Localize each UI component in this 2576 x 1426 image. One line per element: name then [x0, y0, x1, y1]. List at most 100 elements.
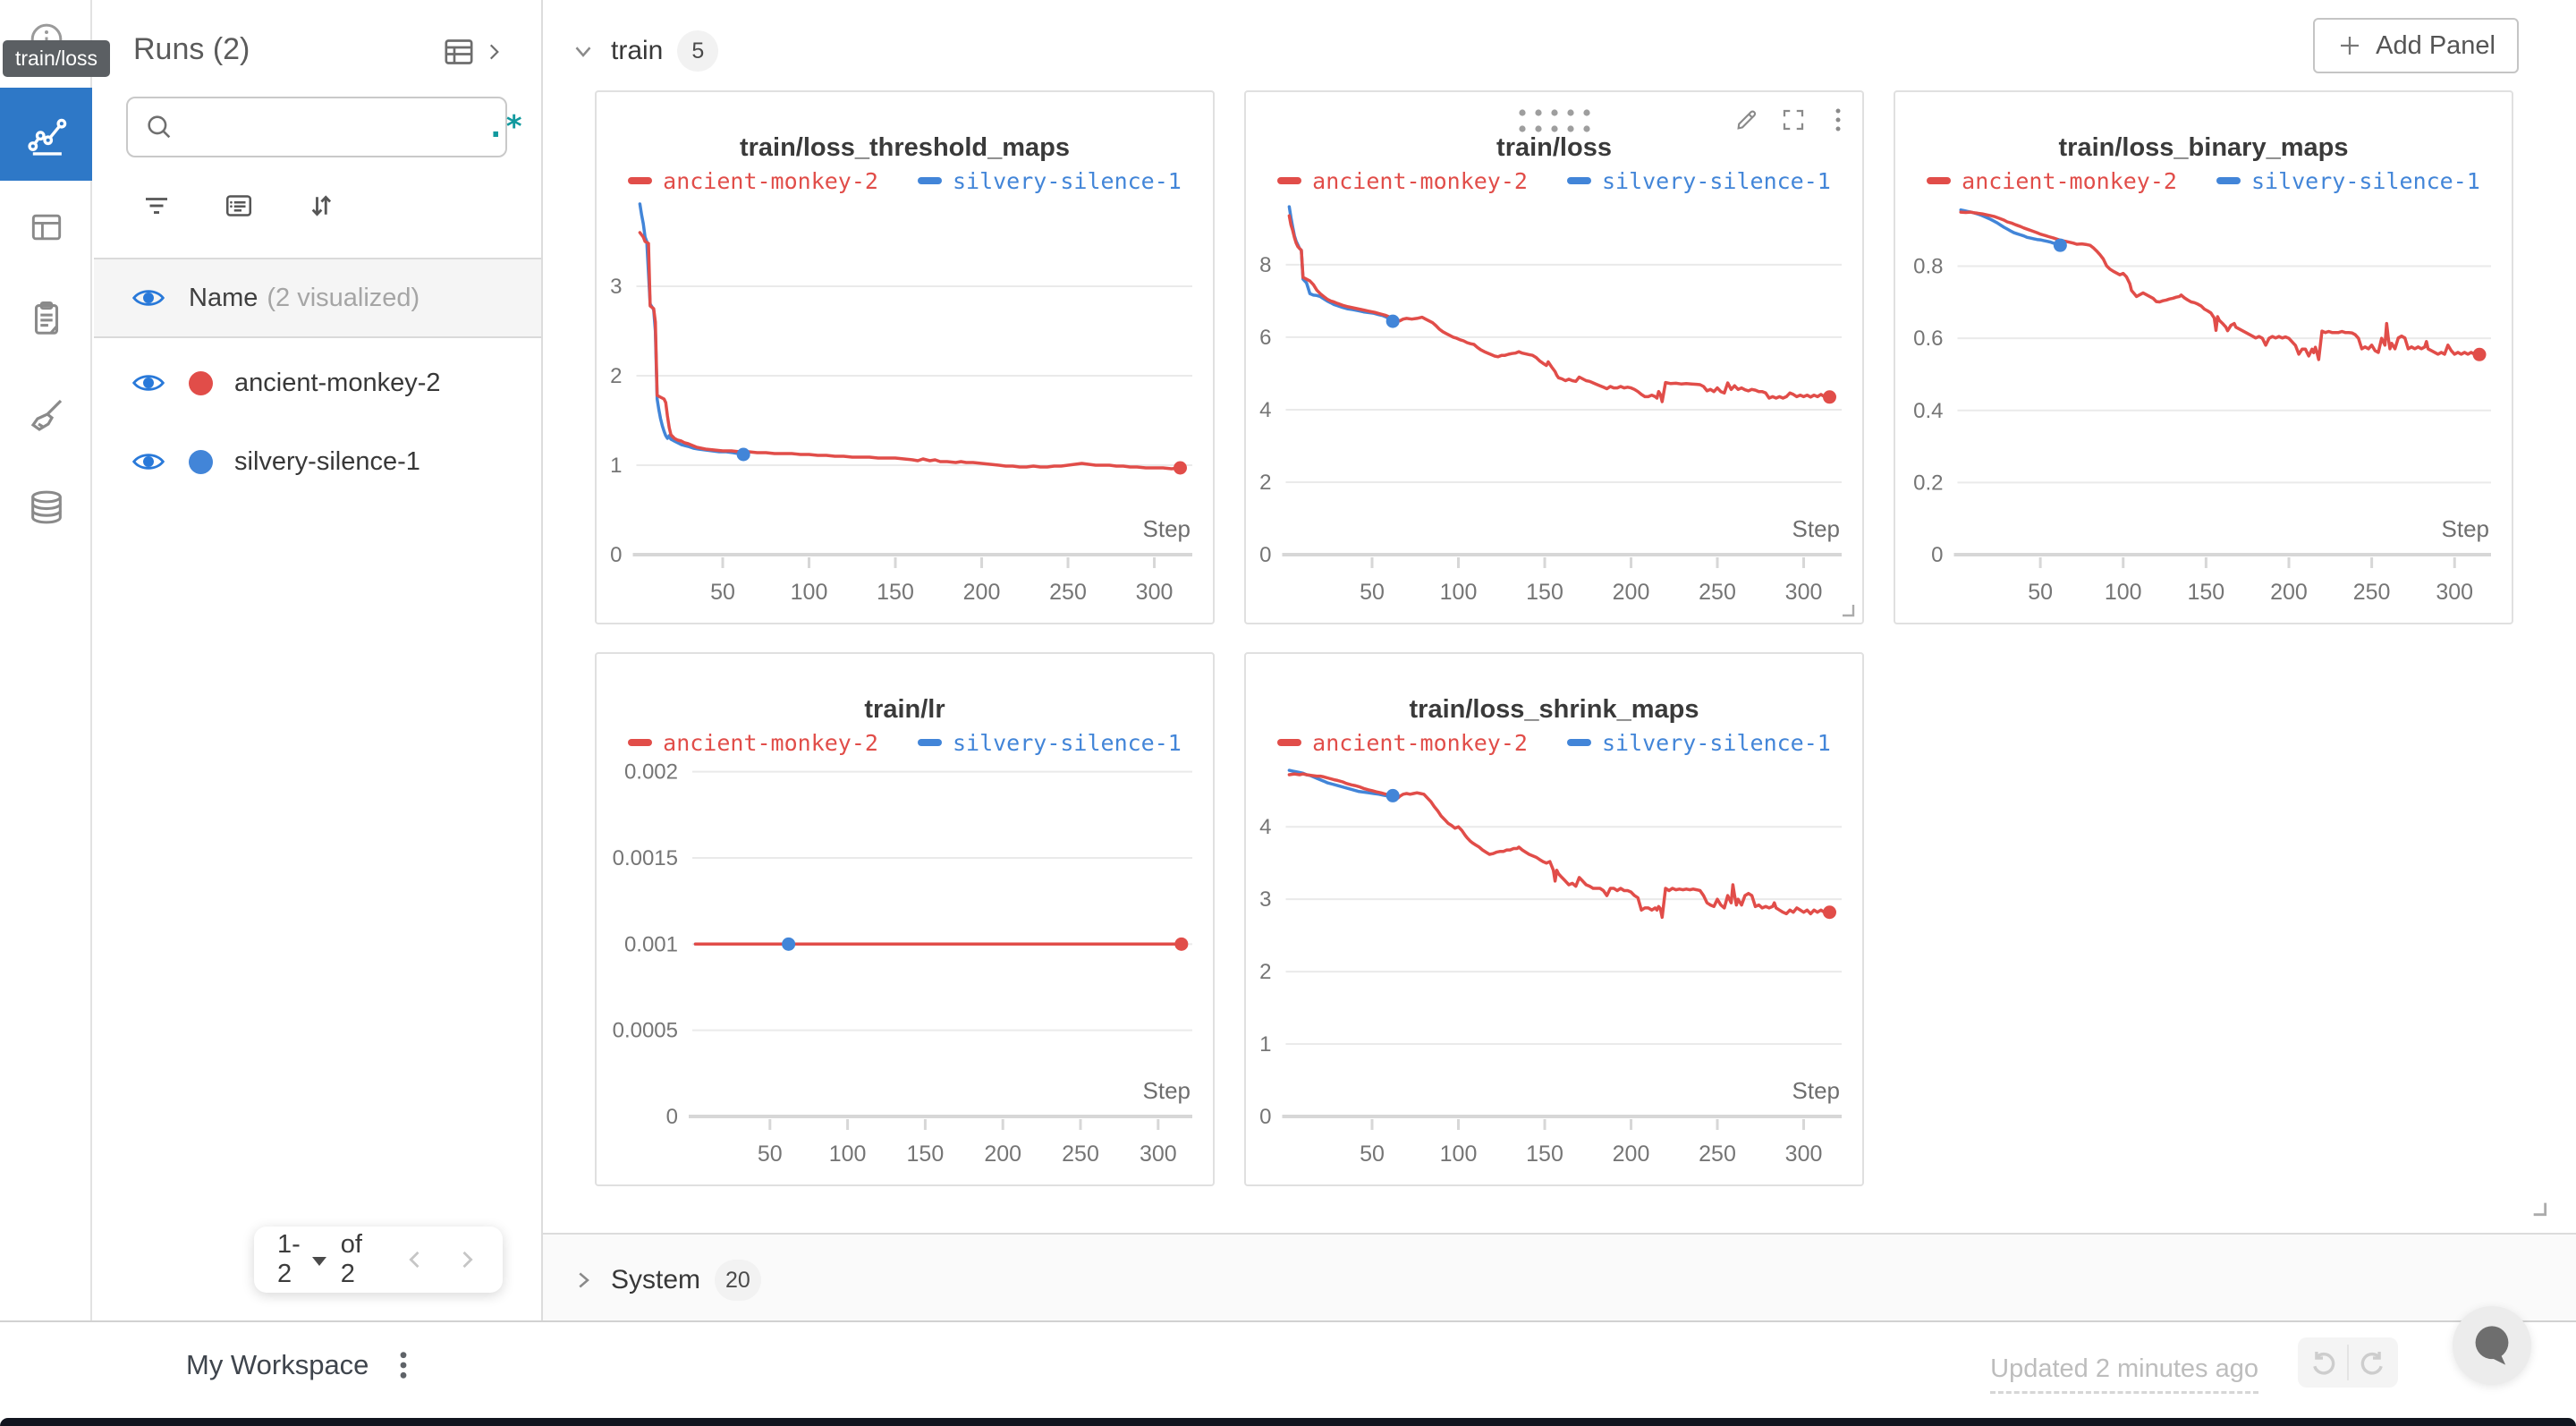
svg-text:150: 150 — [1526, 580, 1563, 605]
page-size-caret-icon[interactable] — [311, 1257, 326, 1266]
panel-drag-handle-icon[interactable] — [1513, 103, 1596, 139]
fullscreen-icon[interactable] — [1780, 106, 1807, 133]
next-page-icon[interactable] — [454, 1247, 479, 1272]
legend-run-name: silvery-silence-1 — [952, 729, 1182, 756]
section-label[interactable]: train — [611, 36, 664, 65]
edit-panel-pencil-icon[interactable] — [1733, 106, 1760, 133]
run-list-header[interactable]: Name (2 visualized) — [94, 259, 541, 338]
legend-swatch — [1277, 739, 1302, 746]
last-updated-text[interactable]: Updated 2 minutes ago — [1990, 1354, 2258, 1394]
run-name[interactable]: silvery-silence-1 — [234, 446, 420, 476]
sidebar-item-logs[interactable] — [0, 297, 92, 338]
svg-text:Step: Step — [1792, 1077, 1841, 1104]
visibility-eye-icon[interactable] — [131, 285, 165, 310]
chart-panel[interactable]: train/lr ancient-monkey-2 silvery-silence… — [595, 652, 1215, 1186]
legend-swatch — [1927, 177, 1952, 184]
legend-swatch — [628, 739, 653, 746]
chat-support-button[interactable] — [2453, 1306, 2531, 1385]
legend-swatch — [917, 739, 942, 746]
visibility-eye-icon[interactable] — [131, 449, 165, 474]
chart-title: train/lr — [864, 695, 945, 724]
svg-text:250: 250 — [1049, 580, 1087, 605]
line-chart[interactable]: 0 0.2 0.4 0.6 0.8 50 100 150 200 250 300 Step — [1895, 191, 2512, 615]
legend-item[interactable]: silvery-silence-1 — [917, 729, 1182, 756]
workspace-menu-kebab-icon[interactable] — [392, 1350, 415, 1380]
section-label[interactable]: System — [611, 1265, 701, 1294]
panel-resize-handle[interactable] — [1835, 598, 1857, 619]
search-icon — [144, 112, 174, 142]
prev-page-icon[interactable] — [402, 1247, 428, 1272]
chevron-right-icon[interactable] — [570, 1267, 597, 1294]
name-column-label: Name — [189, 283, 258, 312]
train-section-header[interactable]: train 5 Add Panel — [543, 0, 2576, 90]
page-range[interactable]: 1-2 — [277, 1230, 301, 1288]
regex-toggle[interactable]: .* — [487, 109, 523, 145]
chart-panel[interactable]: train/loss_threshold_maps ancient-monkey… — [595, 90, 1215, 624]
line-chart[interactable]: 0 1 2 3 50 100 150 200 250 300 Step — [597, 191, 1214, 615]
legend-item[interactable]: ancient-monkey-2 — [1277, 730, 1528, 756]
sort-icon[interactable] — [305, 190, 337, 222]
run-search-box[interactable]: .* — [126, 97, 523, 157]
sidebar-item-artifacts[interactable] — [0, 487, 92, 528]
filter-icon[interactable] — [140, 190, 173, 222]
legend-item[interactable]: ancient-monkey-2 — [1927, 168, 2177, 194]
sidebar-item-charts[interactable] — [0, 88, 92, 181]
workspace-title[interactable]: My Workspace — [186, 1349, 369, 1380]
chart-panel[interactable]: train/loss_binary_maps ancient-monkey-2 s… — [1894, 90, 2513, 624]
legend-item[interactable]: silvery-silence-1 — [1566, 729, 1831, 756]
chart-legend: ancient-monkey-2 silvery-silence-1 — [1246, 166, 1862, 196]
legend-item[interactable]: ancient-monkey-2 — [628, 730, 878, 756]
panel-menu-kebab-icon[interactable] — [1826, 106, 1850, 133]
line-chart[interactable]: 0 1 2 3 4 50 100 150 200 250 300 Step — [1246, 752, 1863, 1177]
run-color-dot — [189, 370, 213, 395]
svg-text:200: 200 — [984, 1142, 1021, 1167]
run-color-dot — [189, 449, 213, 474]
line-chart[interactable]: 0 2 4 6 8 50 100 150 200 250 300 Step — [1246, 191, 1863, 615]
chevron-down-icon[interactable] — [570, 38, 597, 64]
add-panel-button[interactable]: Add Panel — [2313, 18, 2519, 73]
legend-item[interactable]: silvery-silence-1 — [917, 168, 1182, 194]
legend-swatch — [1566, 739, 1591, 746]
grid-resize-handle[interactable] — [2526, 1195, 2549, 1218]
run-row-ancient-monkey-2[interactable]: ancient-monkey-2 — [94, 344, 541, 422]
sidebar-item-sweeps[interactable] — [0, 394, 92, 437]
database-icon — [30, 490, 62, 524]
redo-icon[interactable] — [2349, 1337, 2398, 1388]
svg-text:200: 200 — [2270, 580, 2308, 605]
sidebar-item-panels[interactable] — [0, 208, 92, 247]
legend-run-name: silvery-silence-1 — [1601, 729, 1831, 756]
visibility-eye-icon[interactable] — [131, 370, 165, 395]
page-total: of 2 — [340, 1230, 362, 1288]
legend-item[interactable]: silvery-silence-1 — [1566, 168, 1831, 194]
divider — [94, 258, 541, 259]
undo-icon[interactable] — [2298, 1337, 2347, 1388]
search-input[interactable] — [187, 113, 487, 141]
svg-text:200: 200 — [1613, 1142, 1650, 1167]
svg-text:300: 300 — [1136, 580, 1174, 605]
chart-panel[interactable]: train/loss_shrink_maps ancient-monkey-2 s… — [1244, 652, 1864, 1186]
svg-text:100: 100 — [791, 580, 828, 605]
expand-runs-chevron-icon[interactable] — [482, 40, 505, 64]
panel-grid-icon — [31, 214, 61, 241]
legend-swatch — [1277, 177, 1302, 184]
legend-item[interactable]: silvery-silence-1 — [2216, 168, 2480, 194]
chart-panel[interactable]: train/loss ancient-monkey-2 silvery-silen… — [1244, 90, 1864, 624]
legend-item[interactable]: ancient-monkey-2 — [1277, 168, 1528, 194]
add-panel-label: Add Panel — [2376, 30, 2496, 60]
run-row-silvery-silence-1[interactable]: silvery-silence-1 — [94, 422, 541, 501]
svg-text:0: 0 — [1259, 1105, 1271, 1129]
legend-item[interactable]: ancient-monkey-2 — [628, 168, 878, 194]
line-chart[interactable]: 0 0.0005 0.001 0.0015 0.002 50 100 150 200 250 300… — [597, 752, 1214, 1177]
runs-table-icon[interactable] — [441, 34, 477, 70]
run-name[interactable]: ancient-monkey-2 — [234, 368, 441, 397]
panels-workspace: train 5 Add Panel train/loss_threshold_m… — [543, 0, 2576, 1320]
svg-text:1: 1 — [610, 454, 622, 478]
group-icon[interactable] — [223, 190, 255, 222]
svg-text:100: 100 — [1440, 580, 1478, 605]
chart-legend: ancient-monkey-2 silvery-silence-1 — [1895, 166, 2512, 196]
svg-text:Step: Step — [1143, 515, 1191, 542]
chart-title: train/loss_threshold_maps — [739, 133, 1071, 162]
system-section-header[interactable]: System 20 — [543, 1233, 2576, 1320]
svg-text:1: 1 — [1259, 1032, 1271, 1057]
svg-text:0.8: 0.8 — [1913, 255, 1943, 279]
